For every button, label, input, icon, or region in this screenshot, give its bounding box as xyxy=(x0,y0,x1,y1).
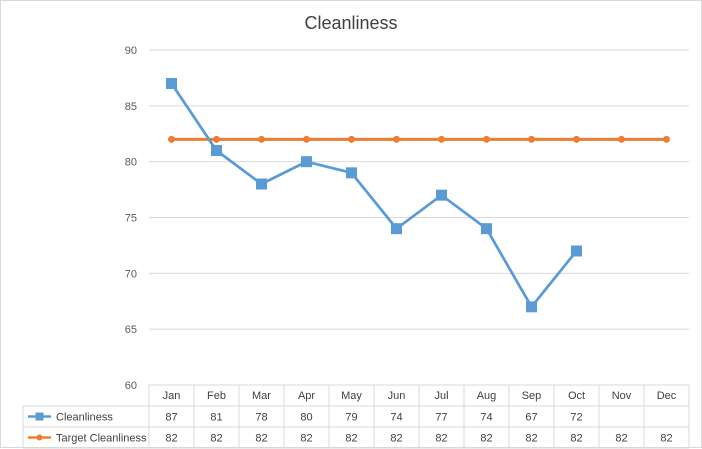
x-category-label: Sep xyxy=(522,390,542,402)
data-table-value: 67 xyxy=(525,412,537,424)
y-tick-label: 65 xyxy=(125,324,137,336)
data-table-value: 80 xyxy=(300,412,312,424)
data-table-value: 82 xyxy=(300,433,312,445)
data-table-value: 74 xyxy=(390,412,402,424)
data-point xyxy=(346,167,357,179)
y-axis-ticks: 60 65 70 75 80 85 90 xyxy=(125,45,137,392)
x-category-label: Mar xyxy=(252,390,271,402)
series-layer xyxy=(166,78,670,313)
data-point xyxy=(303,135,310,143)
legend-label: Cleanliness xyxy=(56,412,113,424)
chart-title: Cleanliness xyxy=(304,13,397,33)
data-point xyxy=(213,135,220,143)
data-point xyxy=(618,135,625,143)
data-table-value: 82 xyxy=(390,433,402,445)
data-table-value: 87 xyxy=(165,412,177,424)
data-table-value: 82 xyxy=(345,433,357,445)
legend-marker xyxy=(35,412,44,421)
data-table-value: 77 xyxy=(435,412,447,424)
data-point xyxy=(258,135,265,143)
x-category-label: Jan xyxy=(163,390,181,402)
x-category-label: Jun xyxy=(388,390,406,402)
data-point xyxy=(663,135,670,143)
x-category-label: Nov xyxy=(612,390,632,402)
data-point xyxy=(528,135,535,143)
y-tick-label: 85 xyxy=(125,101,137,113)
x-category-label: Feb xyxy=(207,390,226,402)
data-point xyxy=(483,135,490,143)
data-table-value: 79 xyxy=(345,412,357,424)
x-category-label: Oct xyxy=(568,390,585,402)
data-point xyxy=(301,156,312,168)
data-point xyxy=(348,135,355,143)
series-line xyxy=(170,82,578,309)
x-category-label: May xyxy=(341,390,362,402)
data-point xyxy=(166,78,177,89)
data-table-value: 82 xyxy=(435,433,447,445)
data-table-value: 81 xyxy=(210,412,222,424)
x-category-label: Jul xyxy=(434,390,448,402)
data-point xyxy=(438,135,445,143)
y-tick-label: 90 xyxy=(125,45,137,57)
x-category-label: Apr xyxy=(298,390,315,402)
gridlines xyxy=(149,49,689,330)
data-point xyxy=(393,135,400,143)
data-table-value: 82 xyxy=(660,433,672,445)
x-category-label: Dec xyxy=(657,390,677,402)
data-table-value: 74 xyxy=(480,412,492,424)
y-tick-label: 60 xyxy=(125,380,137,392)
data-point xyxy=(573,135,580,143)
legend-label: Target Cleanliness xyxy=(56,433,147,445)
y-tick-label: 80 xyxy=(125,157,137,169)
data-point xyxy=(436,189,447,201)
data-table-value: 82 xyxy=(165,433,177,445)
data-point xyxy=(481,223,492,235)
data-table-value: 82 xyxy=(255,433,267,445)
data-point xyxy=(571,245,582,257)
data-point xyxy=(526,301,537,313)
data-table-value: 82 xyxy=(480,433,492,445)
y-tick-label: 75 xyxy=(125,213,137,225)
y-tick-label: 70 xyxy=(125,268,137,280)
data-table-value: 82 xyxy=(615,433,627,445)
data-point xyxy=(256,178,267,190)
data-point xyxy=(391,223,402,235)
x-category-label: Aug xyxy=(477,390,497,402)
data-table-value: 78 xyxy=(255,412,267,424)
data-table-value: 82 xyxy=(525,433,537,445)
data-point xyxy=(211,145,222,156)
data-table-value: 82 xyxy=(210,433,222,445)
data-point xyxy=(168,135,175,143)
data-table: Jan Feb Mar Apr May Jun Jul Aug Sep Oct Nov Dec Clea… xyxy=(22,384,690,449)
legend-marker xyxy=(36,434,43,441)
data-table-value: 82 xyxy=(570,433,582,445)
data-table-value: 72 xyxy=(570,412,582,424)
